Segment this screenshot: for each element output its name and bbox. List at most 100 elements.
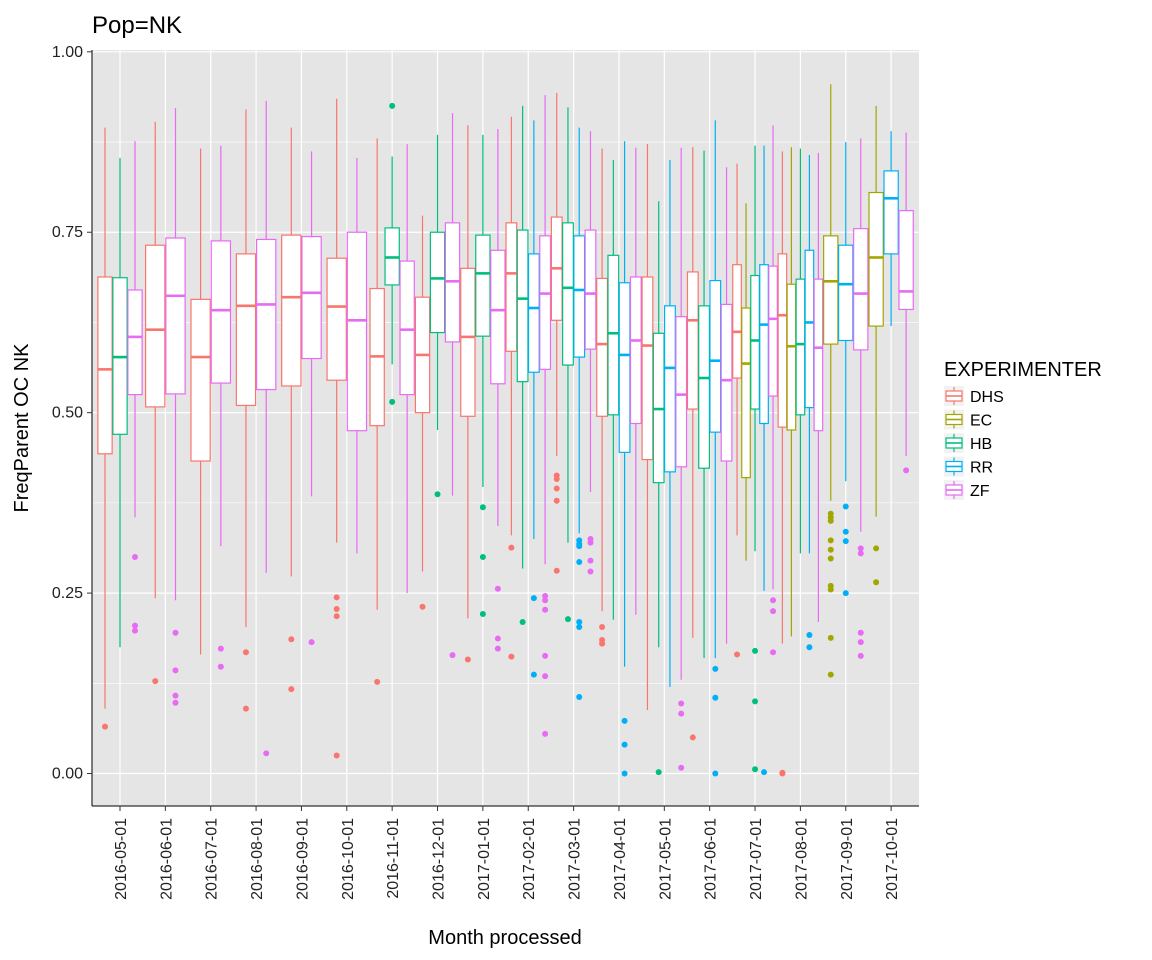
legend: EXPERIMENTER DHS EC HB RR ZF [944,359,1102,500]
box-iqr [675,316,688,468]
outlier-point [530,671,537,678]
outlier-point [599,640,606,647]
outlier-point [712,770,719,777]
outlier-point [494,645,501,652]
legend-label: ZF [970,483,990,500]
outlier-point [827,634,834,641]
box-2016-08-01-ZF [255,100,277,573]
plot-panel [92,50,919,806]
box-iqr [429,231,446,334]
box-iqr [664,305,676,473]
outlier-point [288,686,295,693]
outlier-point [576,624,583,631]
box-2017-08-01-ZF [813,152,824,622]
box-iqr [768,265,778,397]
outlier-point [508,544,515,551]
outlier-point [712,694,719,701]
outlier-point [655,769,662,776]
box-2017-02-01-DHS [505,116,518,536]
box-2017-06-01-ZF [720,167,733,644]
outlier-point [132,622,138,629]
box-2017-04-01-RR [618,141,631,667]
x-tick-label: 2017-03-01 [567,818,584,900]
outlier-point [806,644,813,651]
outlier-point [873,545,880,552]
outlier-point [806,631,813,638]
x-tick-label: 2016-12-01 [431,818,448,900]
outlier-point [172,667,179,674]
box-2016-06-01-DHS [145,121,166,599]
y-tick-label: 0.00 [52,766,83,783]
outlier-point [587,539,594,546]
outlier-point [553,567,560,574]
x-tick-label: 2016-11-01 [385,818,402,899]
outlier-point [519,618,526,625]
outlier-point [542,597,549,604]
x-tick-label: 2016-06-01 [158,818,175,900]
outlier-point [842,590,849,597]
box-2016-11-01-ZF [399,144,415,594]
axes [91,50,919,807]
y-axis-label: FreqParent OC NK [11,343,33,513]
box-2017-07-01-ZF [768,125,778,590]
x-axis-label: Month processed [428,927,581,949]
outlier-point [333,605,340,612]
box-2016-11-01-HB [384,156,400,365]
outlier-point [102,723,108,730]
outlier-point [770,597,777,604]
outlier-point [479,611,486,618]
outlier-point [333,752,340,759]
outlier-point [857,629,864,636]
outlier-point [553,476,560,483]
legend-entry-ec: EC [944,409,992,430]
legend-entry-zf: ZF [944,480,990,500]
outlier-point [389,102,396,109]
outlier-point [132,554,138,561]
box-iqr [97,276,113,455]
outlier-point [842,528,849,535]
box-iqr [759,264,769,425]
y-ticks: 0.00 0.25 0.50 0.75 1.00 [52,44,92,783]
outlier-point [217,645,224,652]
outlier-point [752,766,759,773]
box-2016-11-01-DHS [369,138,385,610]
outlier-point [172,699,179,706]
box-2017-10-01-RR [883,131,899,327]
box-iqr [326,257,347,381]
outlier-point [857,639,864,646]
outlier-point [761,769,768,776]
outlier-point [542,730,549,737]
box-iqr [641,276,654,461]
outlier-point [242,649,249,656]
box-2016-05-01-HB [112,157,128,648]
box-2017-03-01-RR [573,127,586,534]
outlier-point [389,398,396,405]
outlier-point [857,545,864,552]
legend-entry-dhs: DHS [944,386,1004,406]
outlier-point [827,671,834,678]
outlier-point [479,554,486,561]
box-iqr [490,249,506,385]
box-2017-05-01-HB [652,201,665,648]
outlier-point [464,656,471,663]
outlier-point [333,613,340,620]
outlier-point [576,559,583,566]
box-2017-05-01-ZF [675,147,688,680]
outlier-point [678,710,685,717]
box-iqr [584,229,597,350]
outlier-point [508,653,515,660]
box-iqr [475,234,491,337]
box-iqr [562,222,574,366]
box-iqr [346,231,368,432]
x-tick-label: 2017-08-01 [793,818,810,900]
box-iqr [235,253,257,407]
outlier-point [132,627,138,634]
outlier-point [752,647,759,654]
outlier-point [576,694,583,701]
x-tick-label: 2017-06-01 [703,818,720,900]
x-tick-label: 2016-10-01 [340,818,357,900]
box-iqr [460,267,476,417]
outlier-point [494,585,501,592]
outlier-point [621,741,628,748]
box-2016-12-01-HB [429,134,446,430]
